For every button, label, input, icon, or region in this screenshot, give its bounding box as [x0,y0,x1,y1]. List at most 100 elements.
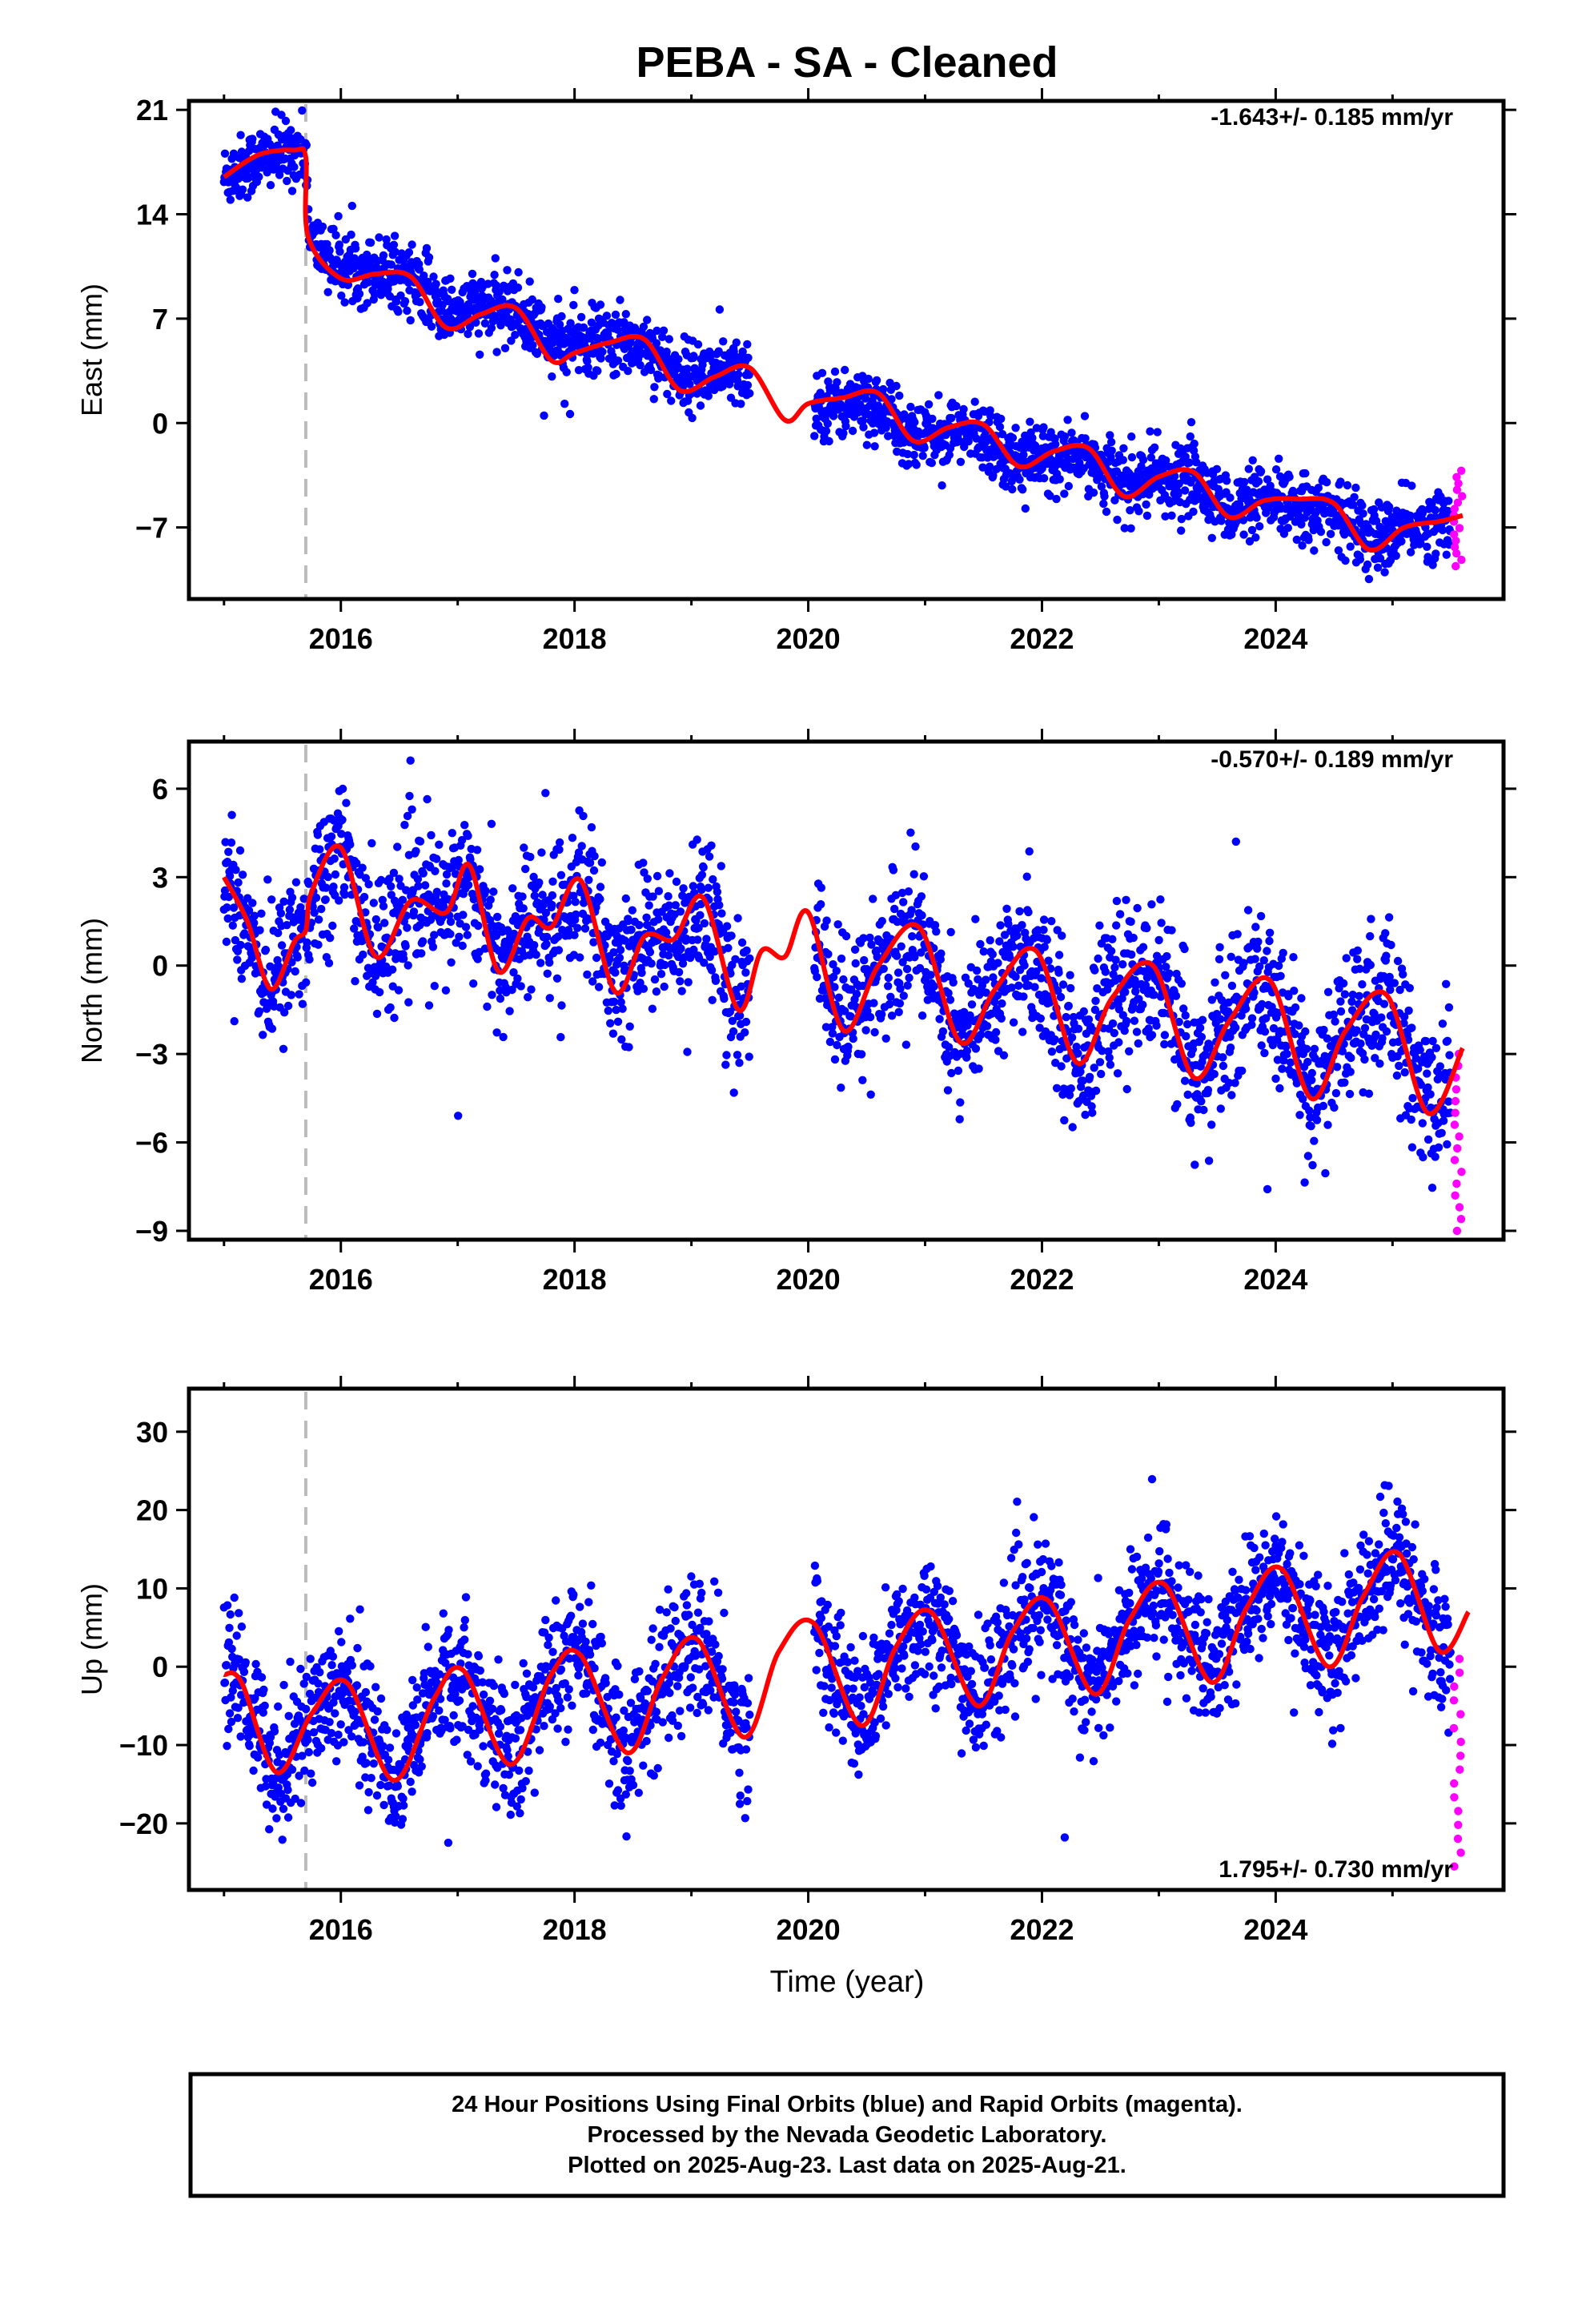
final-orbit-point [606,1019,615,1028]
x-tick-label: 2020 [777,622,841,655]
final-orbit-point [1426,1090,1435,1099]
final-orbit-point [846,1012,855,1021]
final-orbit-point [1251,955,1259,963]
final-orbit-point [906,402,915,412]
final-orbit-point [1423,1135,1433,1144]
final-orbit-point [1322,537,1331,547]
final-orbit-point [447,958,456,967]
final-orbit-point [934,391,943,400]
final-orbit-point [283,921,291,930]
final-orbit-point [887,395,896,404]
final-orbit-point [355,289,364,299]
final-orbit-point [639,322,648,332]
final-orbit-point [1013,931,1022,940]
final-orbit-point [711,976,721,986]
final-orbit-point [584,363,592,372]
final-orbit-point [463,931,472,939]
final-orbit-point [1295,1111,1304,1120]
final-orbit-point [460,821,469,830]
rapid-orbit-point [1455,1203,1464,1212]
final-orbit-point [1019,992,1028,1001]
final-orbit-point [220,1679,230,1687]
final-orbit-point [976,939,985,949]
final-orbit-point [393,842,402,851]
final-orbit-point [267,895,276,904]
final-orbit-point [688,413,697,423]
final-orbit-point [990,997,999,1007]
final-orbit-point [1290,987,1299,995]
final-orbit-point [249,1766,258,1775]
final-orbit-point [1248,456,1257,464]
final-orbit-point [652,987,661,996]
final-orbit-point [1207,1120,1216,1129]
rapid-orbit-point [1455,1132,1464,1141]
final-orbit-point [1106,1060,1115,1069]
final-orbit-point [1256,467,1266,476]
final-orbit-point [733,914,742,923]
final-orbit-point [924,400,934,409]
final-orbit-point [998,999,1006,1008]
final-orbit-point [287,126,295,135]
final-orbit-point [1416,1080,1426,1089]
final-orbit-point [235,1609,243,1618]
final-orbit-point [299,895,308,903]
final-orbit-point [464,831,472,841]
final-orbit-point [555,838,564,847]
final-orbit-point [662,348,671,356]
model-fit-curve [222,843,1465,1116]
final-orbit-point [259,1708,267,1717]
final-orbit-point [920,444,929,452]
final-orbit-point [1442,550,1452,559]
final-orbit-point [390,231,400,240]
final-orbit-point [1018,1027,1027,1036]
final-orbit-point [870,442,879,451]
final-orbit-point [279,1804,288,1813]
final-orbit-point [1382,1027,1391,1036]
final-orbit-point [458,941,467,951]
final-orbit-point [321,895,330,904]
final-orbit-point [1046,492,1054,501]
final-orbit-point [1278,1064,1287,1073]
final-orbit-point [224,1638,234,1647]
final-orbit-point [1114,1005,1124,1014]
final-orbit-point [1395,1061,1403,1071]
final-orbit-point [658,332,667,341]
final-orbit-point [1024,907,1033,917]
final-orbit-point [661,928,671,937]
final-orbit-point [1406,511,1415,521]
final-orbit-point [454,855,463,865]
final-orbit-point [684,978,693,987]
final-orbit-point [1257,1041,1266,1050]
final-orbit-point [570,931,579,939]
final-orbit-point [287,958,296,967]
final-orbit-point [812,414,821,423]
final-orbit-point [741,968,750,977]
final-orbit-point [1418,1119,1427,1128]
final-orbit-point [444,296,453,306]
final-orbit-point [1336,997,1345,1006]
final-orbit-point [848,426,857,436]
final-orbit-point [1316,527,1326,537]
final-orbit-point [304,879,313,888]
final-orbit-point [1040,943,1049,951]
final-orbit-point [1221,971,1230,980]
y-tick-label: 21 [136,94,168,127]
final-orbit-point [839,975,848,984]
final-orbit-point [505,1007,514,1015]
final-orbit-point [408,240,416,249]
rapid-orbit-point [1453,1144,1462,1153]
rapid-orbit-point [1457,466,1466,475]
final-orbit-point [1134,507,1143,516]
final-orbit-point [864,374,873,384]
final-orbit-point [532,951,540,959]
final-orbit-point [488,991,496,999]
final-orbit-point [1090,966,1099,975]
y-tick-label: −6 [135,1127,168,1160]
final-orbit-point [1111,955,1120,964]
final-orbit-point [1019,450,1028,460]
final-orbit-point [331,231,340,239]
final-orbit-point [278,1835,287,1844]
final-orbit-point [1057,1062,1066,1071]
final-orbit-point [481,887,490,895]
final-orbit-point [1162,951,1171,961]
